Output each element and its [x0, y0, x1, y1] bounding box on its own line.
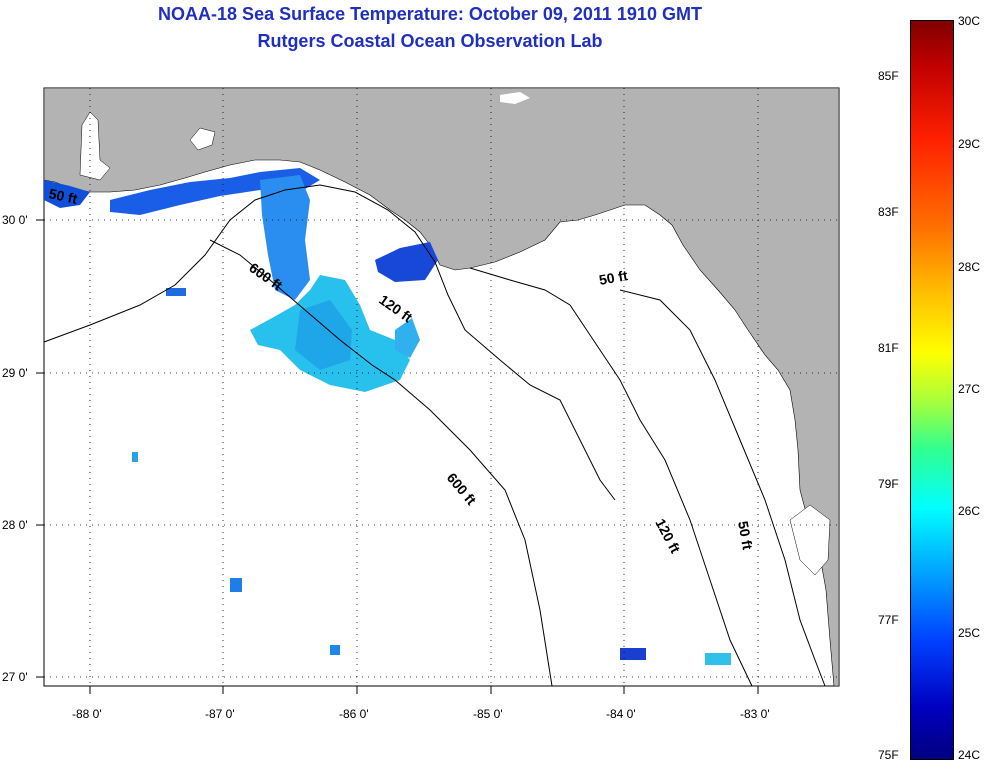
land-bay	[500, 92, 530, 104]
lat-tick-label: 27 0'	[2, 670, 28, 684]
lat-tick-label: 29 0'	[2, 366, 28, 380]
lon-tick-label: -83 0'	[740, 707, 770, 721]
map-subtitle: Rutgers Coastal Ocean Observation Lab	[257, 31, 603, 51]
bathymetry-contours	[43, 184, 826, 687]
colorbar-celsius-label: 30C	[958, 14, 981, 28]
lat-lon-grid	[44, 88, 839, 686]
contour-label: 50 ft	[735, 520, 756, 551]
map-title: NOAA-18 Sea Surface Temperature: October…	[158, 4, 702, 24]
colorbar-celsius-label: 29C	[958, 137, 981, 151]
lon-tick-label: -84 0'	[606, 707, 636, 721]
colorbar-celsius-label: 26C	[958, 504, 981, 518]
temperature-colorbar	[910, 20, 954, 760]
lon-tick-label: -87 0'	[205, 707, 235, 721]
colorbar-celsius-label: 27C	[958, 382, 981, 396]
sst-patches	[44, 168, 731, 665]
land-bay	[789, 504, 831, 576]
contour-label: 50 ft	[47, 185, 79, 207]
axis-ticks	[36, 219, 759, 694]
colorbar-fahrenheit-label: 85F	[878, 69, 899, 83]
land-mass	[43, 87, 840, 687]
lon-tick-label: -86 0'	[339, 707, 369, 721]
colorbar-celsius-label: 24C	[958, 748, 981, 762]
land-bay	[79, 111, 111, 181]
colorbar-fahrenheit-label: 77F	[878, 613, 899, 627]
lon-tick-label: -85 0'	[473, 707, 503, 721]
land-bay	[189, 127, 216, 151]
contour-label: 50 ft	[598, 267, 629, 288]
colorbar-fahrenheit-label: 75F	[878, 748, 899, 762]
lat-tick-label: 30 0'	[2, 213, 28, 227]
colorbar-fahrenheit-label: 81F	[878, 341, 899, 355]
lat-tick-label: 28 0'	[2, 518, 28, 532]
colorbar-fahrenheit-label: 83F	[878, 205, 899, 219]
colorbar-celsius-label: 28C	[958, 260, 981, 274]
colorbar-celsius-label: 25C	[958, 626, 981, 640]
colorbar-fahrenheit-label: 79F	[878, 477, 899, 491]
lon-tick-label: -88 0'	[72, 707, 102, 721]
